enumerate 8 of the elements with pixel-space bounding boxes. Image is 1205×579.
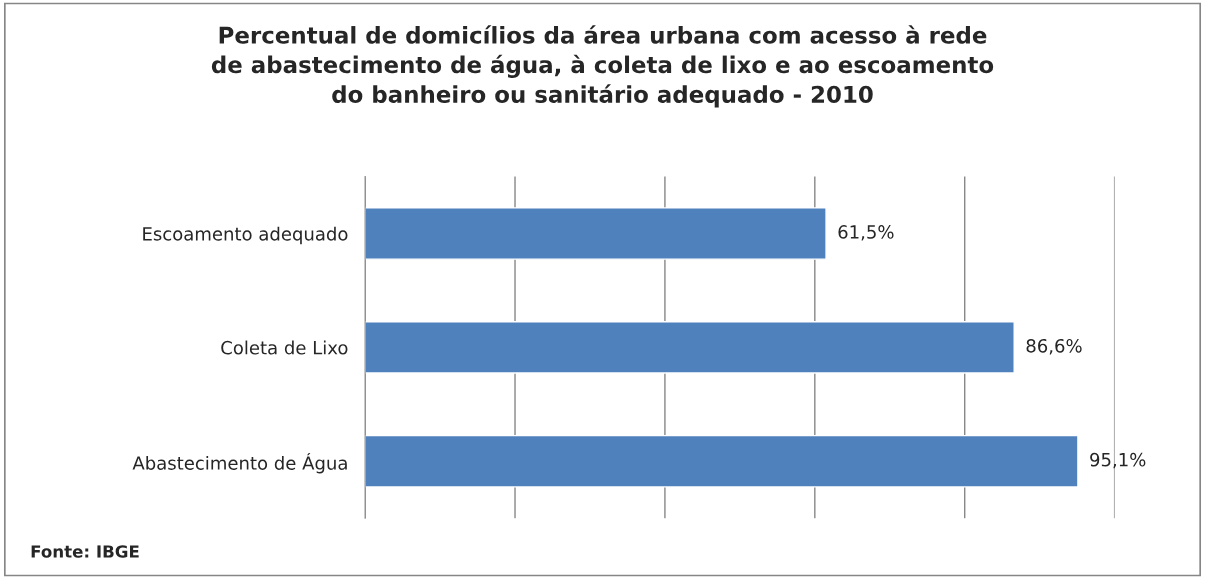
source-note: Fonte: IBGE: [31, 545, 139, 558]
data-label: 95,1%: [1090, 452, 1146, 469]
y-tick-label: Escoamento adequado: [143, 226, 348, 245]
y-tick-label: Abastecimento de Água: [132, 452, 347, 474]
data-label: 61,5%: [838, 225, 894, 241]
y-tick-label: Coleta de Lixo: [221, 340, 348, 355]
data-label: 86,6%: [1026, 338, 1082, 355]
chart-title: Percentual de domicílios da área urbana com acesso à rede de abastecimento de água, à coleta de lixo e ao escoamento do banheiro ou sanitário adequado - 2010: [211, 25, 994, 108]
